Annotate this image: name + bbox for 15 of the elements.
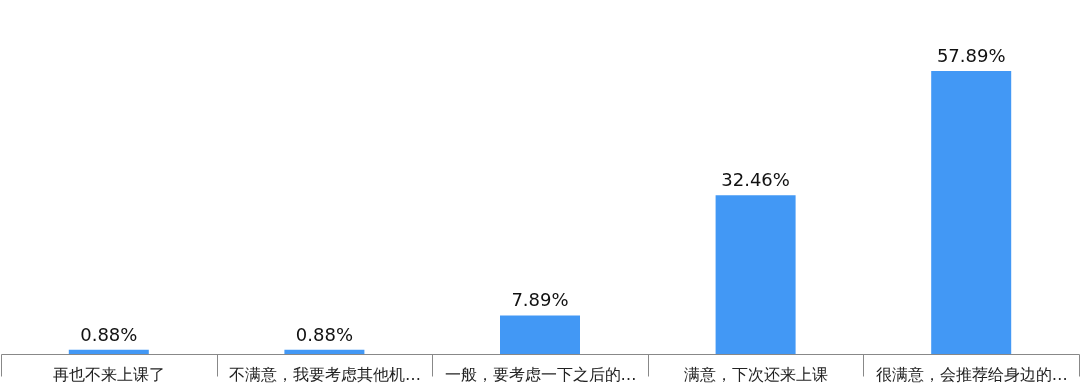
data-label: 0.88% [295, 323, 353, 345]
bar [68, 349, 149, 354]
bar [715, 195, 796, 354]
bar [284, 349, 365, 354]
data-label: 57.89% [936, 45, 1006, 66]
bar [931, 71, 1012, 354]
x-tick-label: 不满意，我要考虑其他机… [228, 364, 421, 384]
x-tick-label: 满意，下次还来上课 [684, 364, 829, 384]
x-tick-label: 很满意，会推荐给身边的… [875, 364, 1068, 384]
x-tick-label: 再也不来上课了 [53, 364, 166, 384]
bar [500, 315, 580, 354]
data-label: 32.46% [721, 169, 790, 191]
data-label: 0.88% [80, 323, 138, 345]
data-label: 7.89% [511, 289, 569, 311]
x-tick-label: 一般，要考虑一下之后的… [444, 364, 637, 384]
